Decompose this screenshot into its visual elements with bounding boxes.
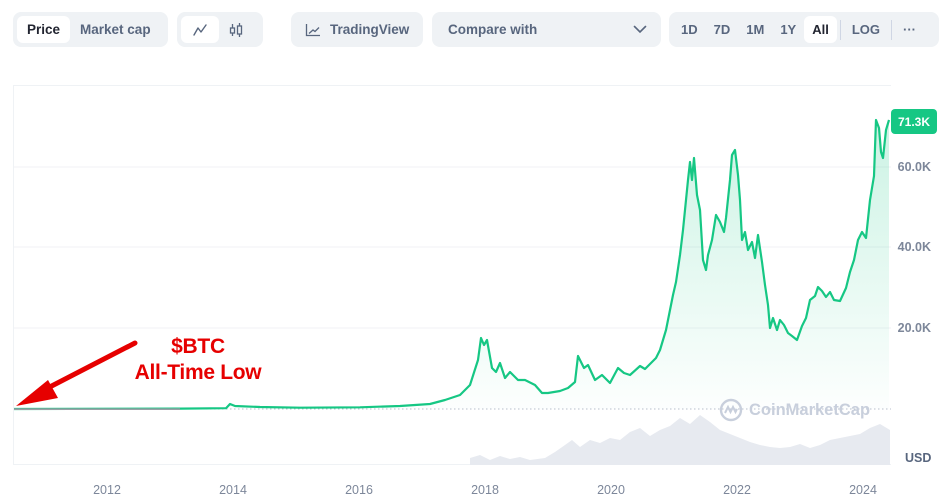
range-7d[interactable]: 7D <box>713 22 731 37</box>
range-all[interactable]: All <box>804 16 837 43</box>
annotation-arrow-icon <box>16 340 138 406</box>
y-tick-60k: 60.0K <box>897 160 931 174</box>
tradingview-label: TradingView <box>330 22 410 37</box>
x-tick-2016: 2016 <box>345 483 373 497</box>
tab-price[interactable]: Price <box>17 16 71 43</box>
time-range-selector: 1D 7D 1M 1Y All LOG ··· <box>669 12 939 47</box>
more-options-button[interactable]: ··· <box>903 22 917 37</box>
annotation-label: $BTC All-Time Low <box>108 334 288 386</box>
coinmarketcap-logo-icon <box>719 398 743 422</box>
x-tick-2012: 2012 <box>93 483 121 497</box>
candlestick-button[interactable] <box>219 16 253 43</box>
price-chart[interactable] <box>13 85 891 465</box>
log-scale-toggle[interactable]: LOG <box>851 22 881 37</box>
range-1y[interactable]: 1Y <box>780 22 797 37</box>
volume-bars <box>470 415 890 465</box>
x-tick-2018: 2018 <box>471 483 499 497</box>
x-tick-2022: 2022 <box>723 483 751 497</box>
current-price-tag: 71.3K <box>891 109 937 134</box>
price-marketcap-toggle: Price Market cap <box>13 12 168 47</box>
range-1m[interactable]: 1M <box>746 22 765 37</box>
range-1d[interactable]: 1D <box>681 22 698 37</box>
x-tick-2014: 2014 <box>219 483 247 497</box>
tradingview-button[interactable]: TradingView <box>291 12 423 47</box>
divider <box>891 19 893 40</box>
x-tick-2020: 2020 <box>597 483 625 497</box>
currency-label: USD <box>905 451 932 465</box>
line-chart-icon <box>193 23 207 36</box>
price-line <box>13 118 891 411</box>
annotation-ticker: $BTC <box>171 335 225 358</box>
line-chart-button[interactable] <box>181 16 219 43</box>
chart-style-toggle <box>177 12 263 47</box>
candlestick-icon <box>229 22 243 37</box>
price-area <box>14 120 889 409</box>
y-tick-40k: 40.0K <box>897 240 931 254</box>
tradingview-chart-icon <box>305 23 320 36</box>
tab-market-cap[interactable]: Market cap <box>80 22 151 37</box>
watermark-text: CoinMarketCap <box>749 400 871 419</box>
coinmarketcap-watermark: CoinMarketCap <box>719 398 870 422</box>
compare-with-dropdown[interactable]: Compare with <box>432 12 661 47</box>
divider <box>839 19 841 40</box>
x-tick-2024: 2024 <box>849 483 877 497</box>
y-tick-20k: 20.0K <box>897 321 931 335</box>
chart-toolbar: Price Market cap TradingView Compare wit… <box>0 12 939 47</box>
compare-with-label: Compare with <box>448 22 538 37</box>
annotation-subtitle: All-Time Low <box>134 361 262 384</box>
chevron-down-icon <box>633 25 647 34</box>
